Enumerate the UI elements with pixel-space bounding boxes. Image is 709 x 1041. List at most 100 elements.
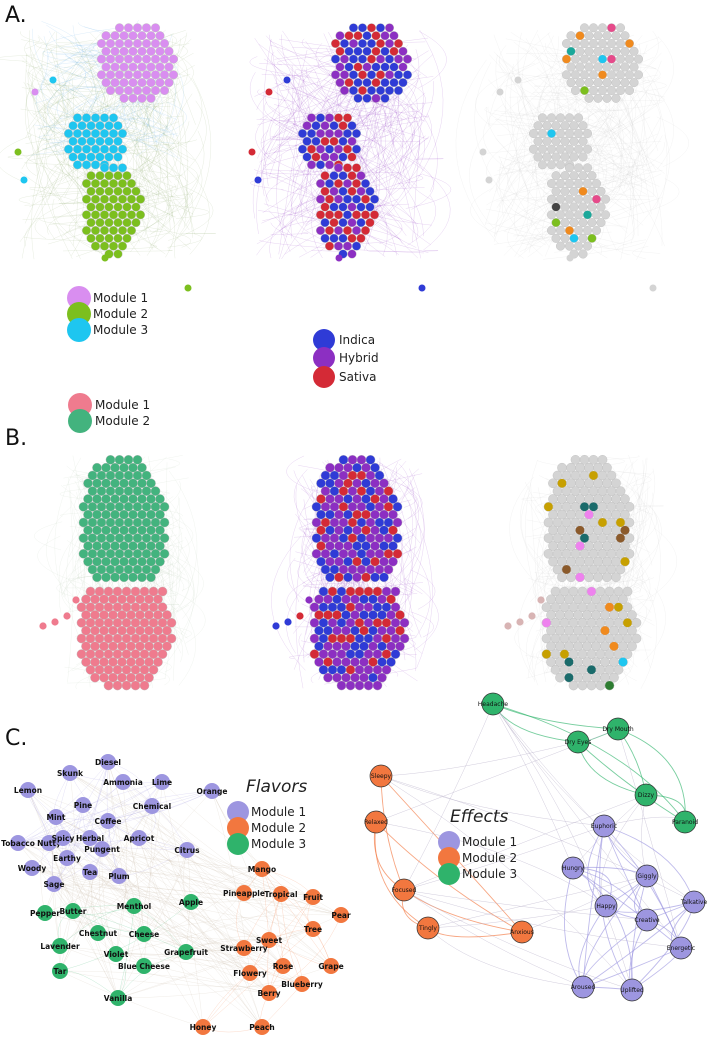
network-node (95, 233, 105, 243)
flavor-edge (261, 868, 284, 967)
flavor-edge (31, 867, 314, 898)
flavor-node-label: Plum (108, 872, 129, 881)
effect-node-circle (416, 916, 440, 940)
flavor-node-citrus: Citrus (174, 842, 200, 858)
network-node (607, 23, 617, 33)
flavor-node-blueberry: Blueberry (281, 976, 323, 992)
network-node (588, 486, 599, 496)
network-node (314, 594, 324, 605)
network-edge (553, 86, 630, 172)
flavor-edge (69, 772, 140, 839)
network-node (367, 70, 377, 80)
network-node (141, 54, 151, 64)
effect-node-label: Happy (596, 903, 616, 910)
flavor-edge (190, 901, 263, 1028)
network-edge (58, 82, 181, 160)
network-node (87, 533, 98, 543)
network-node (341, 625, 351, 636)
flavor-edge (40, 816, 57, 914)
network-edge (599, 130, 632, 165)
network-node (559, 649, 570, 659)
network-node (113, 152, 123, 162)
network-edge (642, 76, 655, 105)
network-node (597, 454, 608, 465)
network-node (606, 470, 617, 481)
flavor-node-peach: Peach (249, 1019, 275, 1035)
network-node (352, 509, 362, 520)
network-node (399, 633, 410, 644)
network-node (551, 136, 561, 146)
network-node (150, 54, 160, 64)
flavor-edge (138, 837, 284, 967)
network-node (325, 241, 335, 251)
flavor-node-circle (195, 1019, 211, 1035)
network-node (389, 46, 399, 56)
network-node (329, 171, 339, 181)
network-edge (21, 177, 58, 259)
network-node (602, 509, 612, 520)
network-node (104, 218, 114, 228)
network-edge (491, 62, 540, 97)
network-edge (146, 174, 184, 185)
network-node (81, 194, 91, 204)
peripheral-node (184, 284, 192, 292)
network-node (593, 31, 603, 41)
network-node (123, 486, 134, 496)
network-edge (552, 162, 641, 199)
network-node (347, 121, 357, 131)
network-edge (77, 109, 179, 137)
network-node (561, 533, 572, 543)
network-edge (38, 93, 101, 119)
network-node (629, 78, 639, 88)
network-node (582, 672, 592, 683)
network-node (372, 649, 383, 659)
network-node (128, 572, 138, 583)
network-node (376, 70, 386, 80)
network-edge (630, 95, 637, 127)
network-node (316, 225, 326, 235)
network-edge (34, 218, 47, 239)
flavor-node-label: Spicy (52, 834, 75, 843)
network-node (570, 486, 581, 496)
network-edge (52, 198, 113, 259)
network-node (166, 633, 177, 644)
network-node (334, 113, 344, 123)
flavor-node-label: Tropical (264, 890, 297, 899)
network-node (343, 241, 353, 251)
network-node (334, 225, 344, 235)
network-node (90, 178, 100, 188)
network-node (128, 62, 138, 72)
flavor-node-mint: Mint (47, 809, 66, 825)
flavor-node-nutty: Nutty (37, 835, 61, 851)
peripheral-node (272, 622, 280, 630)
peripheral-node (283, 76, 291, 84)
flavor-node-label: Apricot (124, 834, 155, 843)
flavor-node-sweet: Sweet (256, 932, 282, 948)
network-node (344, 62, 354, 72)
network-edge (521, 496, 547, 502)
network-node (164, 46, 174, 56)
network-node (320, 186, 330, 196)
network-edge (403, 137, 433, 201)
flavor-node-circle (94, 841, 110, 857)
network-node (568, 649, 579, 659)
flavor-node-circle (20, 782, 36, 798)
network-node (99, 178, 109, 188)
effect-edge (492, 703, 648, 877)
network-node (316, 509, 326, 520)
flavor-node-cheese: Cheese (129, 926, 159, 942)
network-node (110, 509, 120, 520)
network-node (146, 572, 156, 583)
network-node (86, 218, 96, 228)
flavor-node-circle (131, 830, 147, 846)
effect-edge (521, 875, 648, 933)
network-edge (615, 492, 654, 587)
flavor-node-lemon: Lemon (14, 782, 42, 798)
network-node (368, 625, 378, 636)
network-node (162, 625, 172, 636)
network-node (325, 194, 335, 204)
network-edge (150, 185, 189, 246)
flavor-node-circle (294, 976, 310, 992)
network-node (350, 672, 360, 683)
flavor-node-label: Peach (249, 1023, 274, 1032)
